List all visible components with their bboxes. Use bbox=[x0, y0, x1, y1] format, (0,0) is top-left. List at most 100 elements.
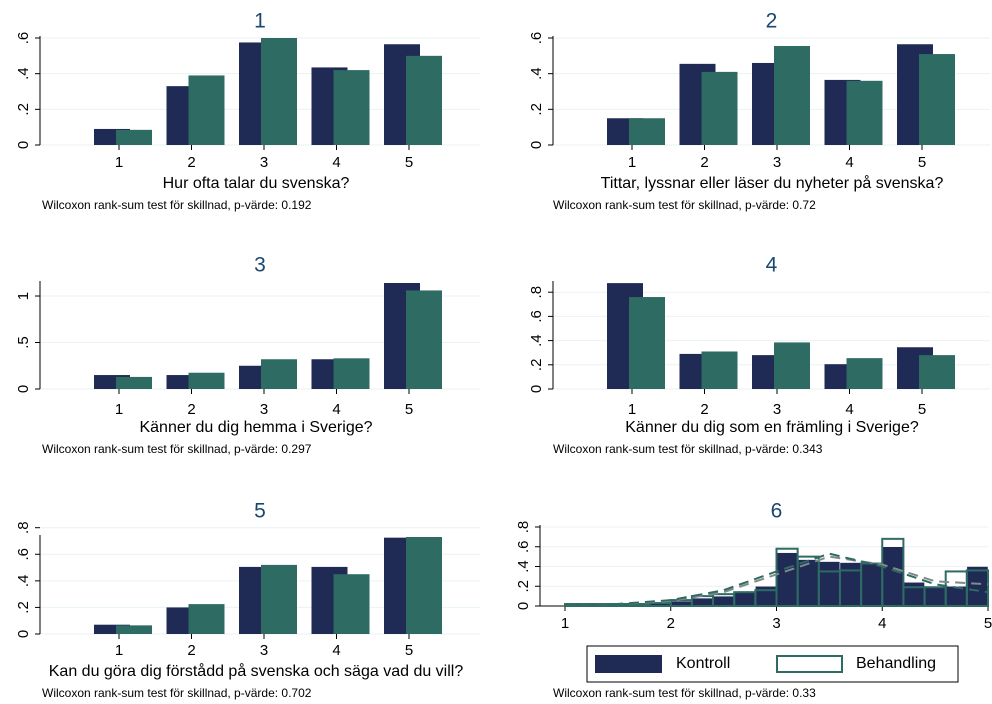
legend-swatch bbox=[595, 655, 662, 673]
y-tick-label: .8 bbox=[528, 286, 545, 299]
histogram-bar bbox=[924, 586, 946, 607]
bar bbox=[629, 118, 665, 145]
y-tick-label: .2 bbox=[528, 359, 545, 372]
x-tick-label: 4 bbox=[878, 615, 886, 632]
histogram-bar bbox=[733, 590, 756, 607]
bar bbox=[261, 564, 297, 634]
histogram-bar bbox=[903, 582, 925, 607]
x-tick-label: 4 bbox=[332, 642, 340, 659]
bar bbox=[116, 625, 152, 634]
x-tick-label: 2 bbox=[667, 615, 675, 632]
y-tick-label: 0 bbox=[528, 141, 545, 149]
x-tick-label: 5 bbox=[405, 401, 413, 418]
x-tick-label: 1 bbox=[115, 401, 123, 418]
bar bbox=[774, 46, 810, 145]
x-tick-label: 3 bbox=[773, 154, 781, 171]
histogram-bar bbox=[691, 597, 714, 607]
x-tick-label: 3 bbox=[773, 401, 781, 418]
x-axis-label: Hur ofta talar du svenska? bbox=[163, 175, 350, 192]
bar bbox=[701, 351, 738, 389]
bar bbox=[188, 372, 225, 389]
x-tick-label: 1 bbox=[115, 154, 123, 171]
x-tick-label: 1 bbox=[115, 642, 123, 659]
x-axis-label: Tittar, lyssnar eller läser du nyheter p… bbox=[601, 174, 944, 192]
y-tick-label: 1 bbox=[15, 292, 32, 300]
x-tick-label: 2 bbox=[187, 154, 195, 171]
bar bbox=[774, 342, 810, 389]
bar bbox=[406, 55, 442, 146]
x-tick-label: 5 bbox=[918, 401, 926, 418]
note: Wilcoxon rank-sum test för skillnad, p-v… bbox=[553, 442, 823, 456]
bar bbox=[188, 604, 225, 634]
y-tick-label: .6 bbox=[528, 32, 545, 45]
x-tick-label: 1 bbox=[628, 401, 636, 418]
y-tick-label: .6 bbox=[15, 32, 32, 45]
y-tick-label: .6 bbox=[515, 540, 532, 553]
bar bbox=[333, 574, 370, 634]
y-tick-label: .4 bbox=[528, 67, 545, 80]
x-tick-label: 3 bbox=[772, 615, 780, 632]
x-tick-label: 4 bbox=[845, 154, 853, 171]
y-tick-label: .4 bbox=[528, 334, 545, 347]
y-tick-label: .5 bbox=[15, 336, 32, 349]
bar bbox=[116, 376, 152, 389]
x-tick-label: 2 bbox=[700, 154, 708, 171]
x-tick-label: 5 bbox=[405, 154, 413, 171]
x-tick-label: 2 bbox=[700, 401, 708, 418]
note: Wilcoxon rank-sum test för skillnad, p-v… bbox=[42, 442, 312, 456]
x-tick-label: 5 bbox=[405, 642, 413, 659]
bar bbox=[261, 359, 297, 389]
bar bbox=[629, 297, 665, 389]
x-tick-label: 3 bbox=[260, 642, 268, 659]
histogram-bar bbox=[966, 566, 989, 607]
histogram-bar bbox=[712, 595, 735, 607]
x-axis-label: Kan du göra dig förstådd på svenska och … bbox=[49, 662, 464, 680]
x-tick-label: 3 bbox=[260, 401, 268, 418]
note: Wilcoxon rank-sum test för skillnad, p-v… bbox=[42, 686, 312, 700]
bar bbox=[188, 75, 225, 145]
y-tick-label: 0 bbox=[15, 630, 32, 638]
histogram-bar bbox=[860, 563, 883, 607]
histogram-bar bbox=[965, 569, 989, 608]
y-tick-label: .8 bbox=[15, 521, 32, 534]
y-tick-label: .2 bbox=[15, 601, 32, 614]
y-tick-label: 0 bbox=[528, 385, 545, 393]
bar bbox=[846, 80, 883, 145]
y-tick-label: .2 bbox=[528, 103, 545, 116]
y-tick-label: 0 bbox=[15, 141, 32, 149]
bar bbox=[116, 129, 152, 145]
y-tick-label: .8 bbox=[515, 521, 532, 534]
bar bbox=[94, 624, 130, 634]
y-tick-label: 0 bbox=[515, 602, 532, 610]
bar bbox=[333, 358, 370, 389]
y-tick-label: 0 bbox=[15, 385, 32, 393]
bar bbox=[919, 54, 955, 145]
x-tick-label: 3 bbox=[260, 154, 268, 171]
panel-title: 1 bbox=[254, 10, 266, 33]
histogram-bar bbox=[627, 603, 651, 608]
note: Wilcoxon rank-sum test för skillnad, p-v… bbox=[553, 686, 816, 700]
bar bbox=[406, 290, 442, 389]
legend-swatch bbox=[776, 655, 843, 673]
legend-label: Behandling bbox=[856, 655, 936, 672]
y-tick-label: .4 bbox=[515, 560, 532, 573]
bar bbox=[846, 358, 883, 389]
note: Wilcoxon rank-sum test för skillnad, p-v… bbox=[553, 198, 816, 212]
bar bbox=[406, 537, 442, 634]
x-tick-label: 5 bbox=[918, 154, 926, 171]
y-tick-label: .6 bbox=[15, 548, 32, 561]
bar bbox=[333, 70, 370, 145]
histogram-bar bbox=[882, 546, 904, 607]
x-tick-label: 4 bbox=[332, 154, 340, 171]
x-tick-label: 2 bbox=[187, 401, 195, 418]
x-tick-label: 1 bbox=[561, 615, 569, 632]
bar bbox=[261, 38, 297, 145]
histogram-bar bbox=[839, 562, 862, 607]
histogram-bar bbox=[945, 586, 968, 607]
histogram-bar bbox=[881, 537, 905, 607]
bar bbox=[701, 71, 738, 145]
x-tick-label: 4 bbox=[332, 401, 340, 418]
y-tick-label: .4 bbox=[15, 575, 32, 588]
y-tick-label: .4 bbox=[15, 67, 32, 80]
